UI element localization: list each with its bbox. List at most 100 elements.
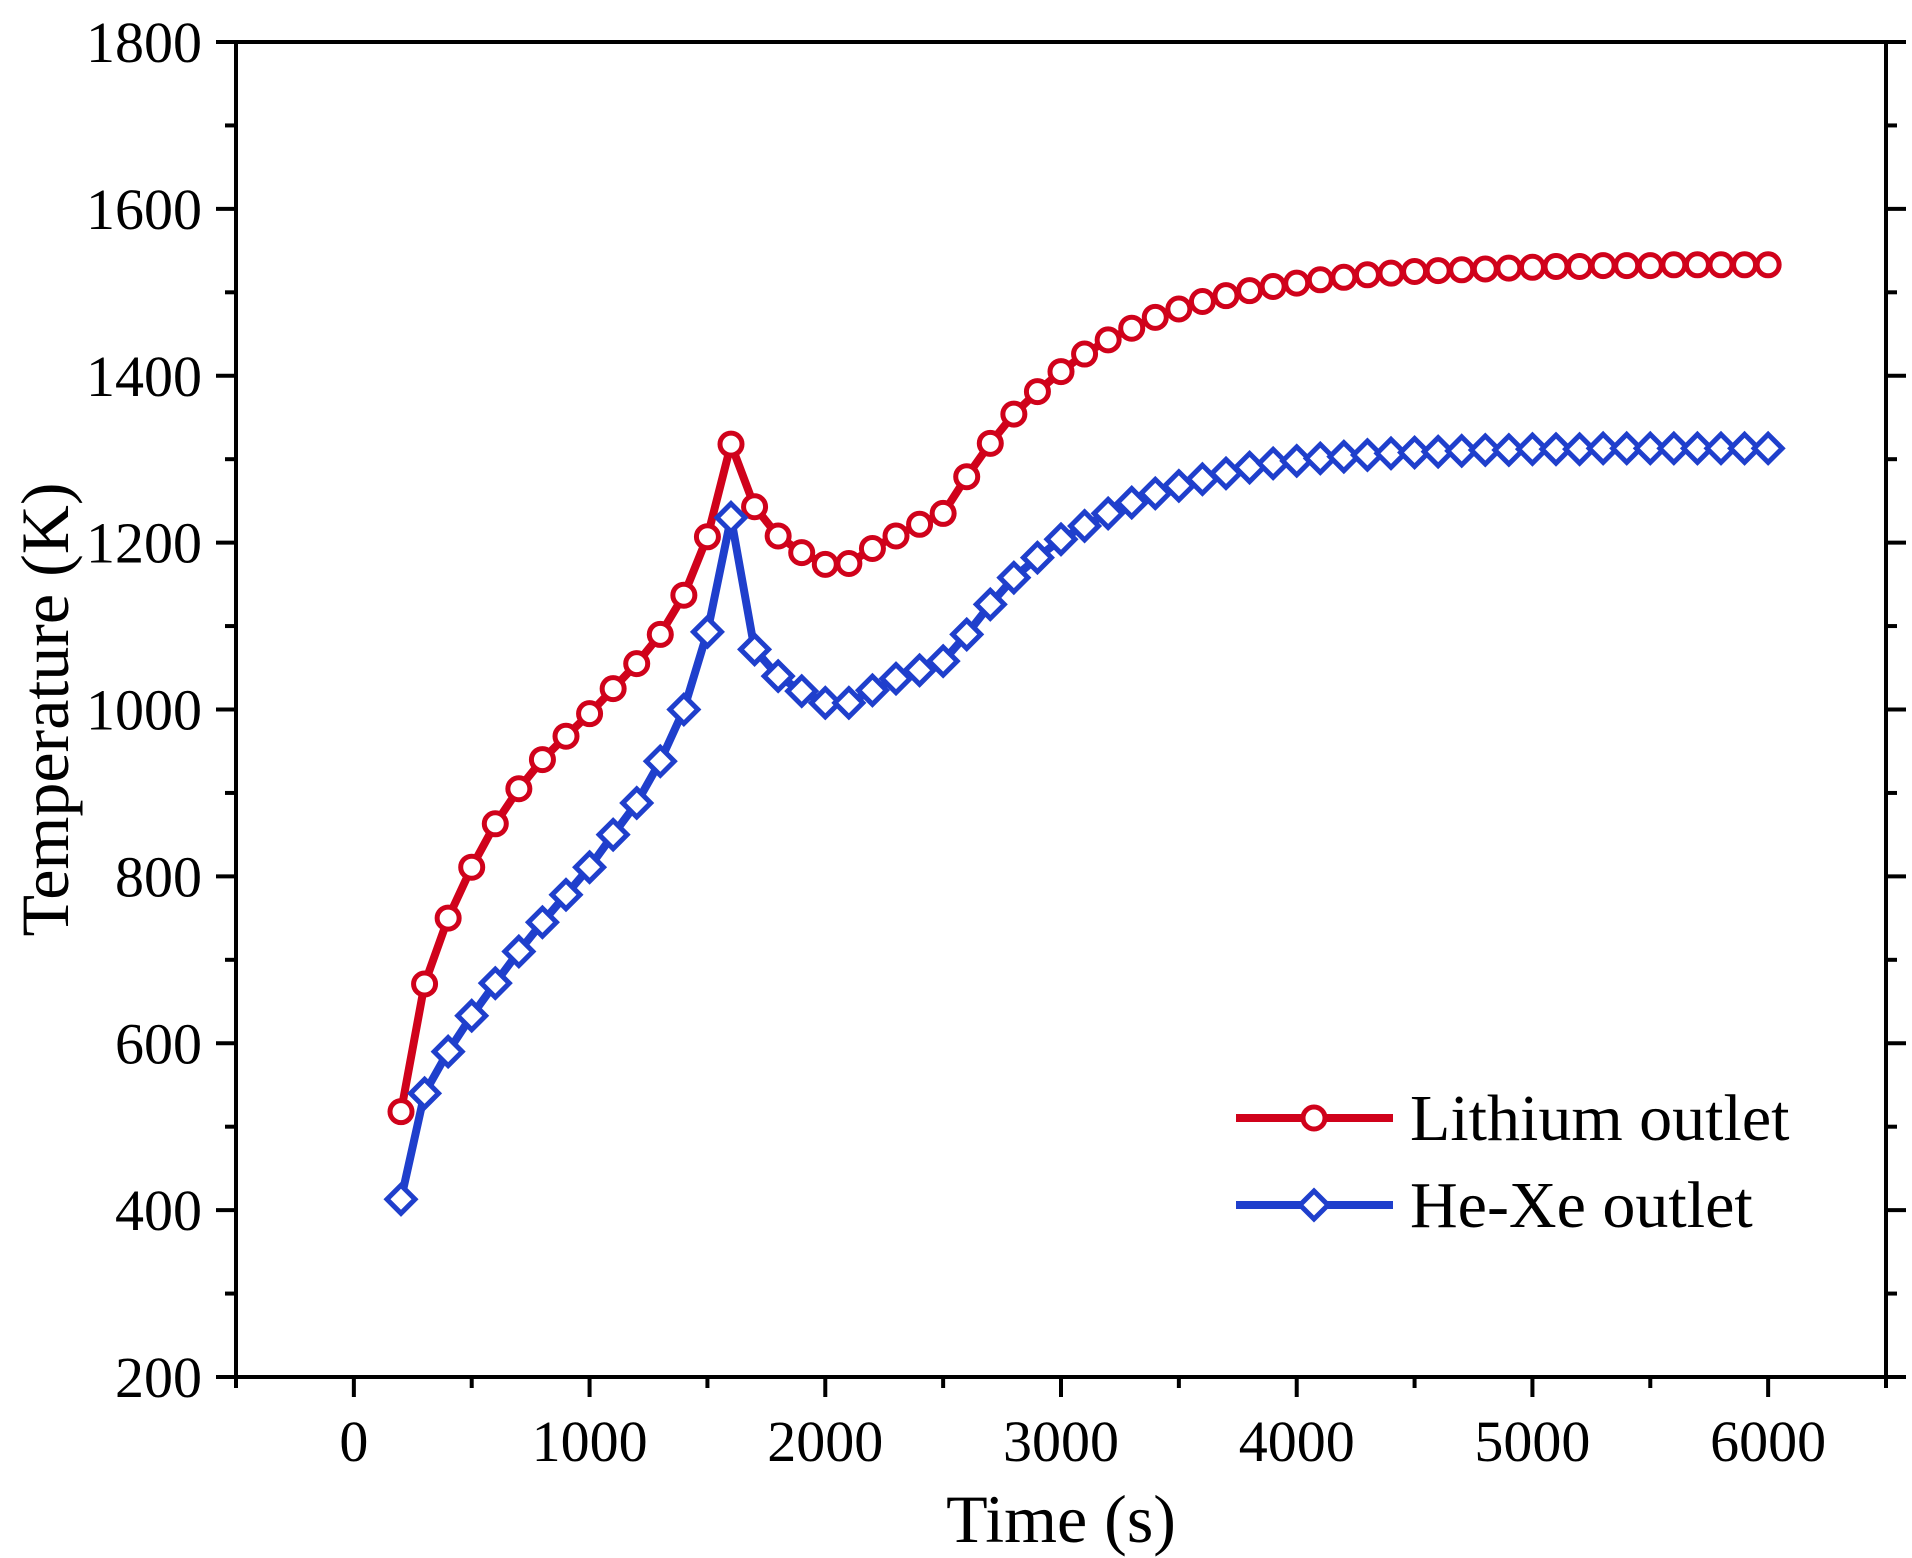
- data-point: [1424, 257, 1452, 285]
- data-point: [996, 560, 1032, 596]
- data-point: [854, 672, 890, 708]
- y-tick-label: 200: [115, 1345, 202, 1410]
- data-point: [882, 522, 910, 550]
- x-tick-label: 1000: [532, 1409, 648, 1474]
- data-point: [906, 510, 934, 538]
- y-tick-label: 1200: [86, 511, 202, 576]
- series-layer: [383, 251, 1786, 1217]
- data-point: [1377, 259, 1405, 287]
- data-point: [831, 685, 867, 721]
- data-point: [1538, 431, 1574, 467]
- data-point: [1330, 263, 1358, 291]
- data-point: [784, 673, 820, 709]
- legend-label-lithium: Lithium outlet: [1410, 1082, 1789, 1155]
- data-point: [528, 746, 556, 774]
- data-point: [1750, 430, 1786, 466]
- data-point: [1373, 435, 1409, 471]
- data-point: [1636, 252, 1664, 280]
- data-point: [666, 691, 702, 728]
- data-point: [972, 586, 1008, 622]
- data-point: [1656, 430, 1692, 466]
- data-point: [383, 1181, 419, 1217]
- data-point: [501, 933, 537, 970]
- legend-marker-hexe: [1296, 1187, 1332, 1223]
- data-point: [1589, 252, 1617, 280]
- x-axis-title: Time (s): [946, 1481, 1176, 1557]
- data-point: [505, 775, 533, 803]
- data-point: [572, 849, 608, 885]
- data-point: [1283, 269, 1311, 297]
- series-lithium: [387, 251, 1782, 1126]
- data-point: [835, 549, 863, 577]
- y-tick-label: 1800: [86, 10, 202, 75]
- data-point: [858, 534, 886, 562]
- data-point: [878, 661, 914, 697]
- data-point: [1000, 400, 1028, 428]
- y-tick-label: 800: [115, 844, 202, 909]
- data-point: [1165, 295, 1193, 323]
- data-point: [595, 817, 631, 853]
- data-point: [599, 675, 627, 703]
- y-tick-label: 600: [115, 1011, 202, 1076]
- plot-frame: [234, 40, 1888, 1379]
- data-point: [1471, 255, 1499, 283]
- data-point: [929, 499, 957, 527]
- x-tick-label: 4000: [1239, 1409, 1355, 1474]
- data-point: [477, 965, 513, 1001]
- data-point: [619, 785, 655, 821]
- data-point: [1727, 430, 1763, 466]
- data-point: [949, 616, 985, 652]
- x-tick-label: 6000: [1710, 1409, 1826, 1474]
- data-point: [1259, 272, 1287, 300]
- data-point: [387, 1098, 415, 1126]
- data-point: [925, 643, 961, 679]
- y-axis-title: Temperature (K): [7, 483, 83, 937]
- data-point: [1566, 252, 1594, 280]
- data-point: [811, 550, 839, 578]
- series-hexe: [383, 430, 1786, 1217]
- x-tick-label: 3000: [1003, 1409, 1119, 1474]
- data-point: [1141, 303, 1169, 331]
- data-point: [976, 429, 1004, 457]
- data-point: [713, 500, 749, 536]
- data-point: [1613, 252, 1641, 280]
- data-point: [1019, 540, 1055, 576]
- data-point: [1236, 277, 1264, 305]
- data-point: [434, 904, 462, 932]
- data-point: [430, 1034, 466, 1070]
- legend-label-hexe: He-Xe outlet: [1410, 1169, 1753, 1242]
- data-point: [1707, 251, 1735, 279]
- data-point: [1188, 287, 1216, 315]
- data-point: [670, 581, 698, 609]
- legend-entry-hexe: He-Xe outlet: [1236, 1169, 1753, 1242]
- data-point: [1754, 251, 1782, 279]
- data-point: [1585, 430, 1621, 466]
- data-point: [548, 877, 584, 913]
- data-point: [552, 722, 580, 750]
- legend-entry-lithium: Lithium outlet: [1236, 1082, 1789, 1155]
- data-point: [1420, 434, 1456, 470]
- x-tick-label: 5000: [1474, 1409, 1590, 1474]
- data-point: [1067, 508, 1103, 544]
- data-point: [1703, 430, 1739, 466]
- data-point: [1660, 251, 1688, 279]
- data-point: [693, 523, 721, 551]
- data-point: [788, 539, 816, 567]
- data-point: [642, 743, 678, 779]
- data-point: [1047, 358, 1075, 386]
- ticks-layer: 0 1000 2000 3000 4000 5000 6000 200 400 600 800 100…: [86, 10, 1906, 1474]
- data-point: [760, 658, 796, 694]
- data-point: [623, 650, 651, 678]
- y-tick-label: 400: [115, 1178, 202, 1243]
- data-point: [454, 998, 490, 1034]
- data-point: [1491, 432, 1527, 468]
- x-tick-label: 2000: [767, 1409, 883, 1474]
- data-point: [1562, 431, 1598, 467]
- data-point: [407, 1075, 443, 1111]
- data-point: [1542, 252, 1570, 280]
- data-point: [1609, 430, 1645, 466]
- data-point: [1444, 433, 1480, 469]
- data-point: [1514, 431, 1550, 467]
- data-point: [1448, 256, 1476, 284]
